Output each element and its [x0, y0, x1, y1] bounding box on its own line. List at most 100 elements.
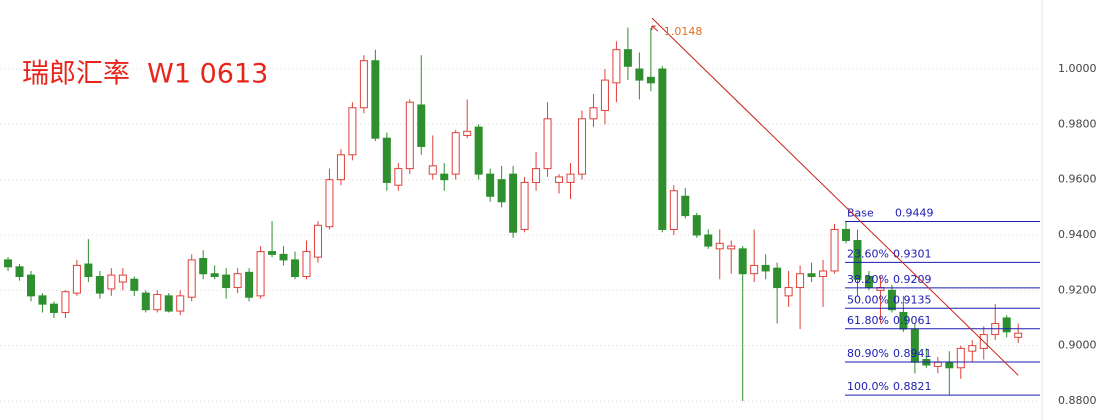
- candle-body: [750, 264, 759, 275]
- candle-body: [589, 107, 598, 120]
- candle-body: [773, 267, 782, 289]
- candle-body: [727, 245, 736, 250]
- candle-body: [600, 79, 609, 112]
- candle-body: [153, 293, 162, 311]
- candle-body: [15, 266, 24, 277]
- candle-body: [704, 234, 713, 247]
- candle-body: [141, 292, 150, 311]
- candle-body: [681, 195, 690, 217]
- candle-body: [933, 361, 942, 367]
- fib-label: 61.80%: [847, 314, 889, 327]
- candle-body: [463, 130, 472, 136]
- candle-body: [256, 251, 265, 297]
- candle-body: [130, 278, 139, 291]
- candle-body: [715, 242, 724, 250]
- fib-label: 23.60%: [847, 247, 889, 260]
- candle-body: [669, 190, 678, 230]
- candle-body: [761, 264, 770, 272]
- candle-body: [807, 273, 816, 277]
- candle-body: [428, 165, 437, 175]
- candle-body: [72, 264, 81, 294]
- candle-body: [692, 215, 701, 236]
- candle-body: [796, 273, 805, 289]
- candle-body: [509, 173, 518, 233]
- candle-body: [268, 251, 277, 255]
- fib-label: Base: [847, 206, 874, 219]
- candle-body: [945, 361, 954, 369]
- candle-body: [245, 271, 254, 298]
- fib-value: 0.9061: [893, 314, 932, 327]
- candle-body: [38, 295, 47, 305]
- candle-body: [325, 179, 334, 228]
- y-tick-label: 0.9400: [1058, 228, 1097, 241]
- candle-body: [543, 118, 552, 170]
- candle-body: [520, 181, 529, 230]
- candle-body: [486, 173, 495, 197]
- candle-body: [336, 154, 345, 181]
- candle-body: [84, 263, 93, 277]
- candle-body: [1002, 317, 1011, 333]
- y-tick-label: 1.0000: [1058, 62, 1097, 75]
- candle-body: [210, 273, 219, 277]
- candle-body: [49, 303, 58, 313]
- candle-body: [95, 275, 104, 294]
- candle-body: [956, 347, 965, 369]
- candle-body: [819, 270, 828, 277]
- candle-body: [532, 168, 541, 183]
- candle-body: [612, 49, 621, 84]
- y-tick-label: 0.9200: [1058, 283, 1097, 296]
- candle-body: [830, 228, 839, 272]
- candle-body: [107, 274, 116, 290]
- candle-body: [176, 295, 185, 312]
- candle-body: [635, 68, 644, 81]
- candle-body: [348, 107, 357, 156]
- candle-body: [222, 274, 231, 289]
- fib-value: 0.8941: [893, 347, 932, 360]
- candle-body: [497, 179, 506, 203]
- candle-body: [164, 295, 173, 312]
- candle-body: [451, 132, 460, 175]
- y-tick-label: 0.9000: [1058, 339, 1097, 352]
- annotation-label: 1.0148: [664, 25, 703, 38]
- fib-value: 0.9301: [893, 247, 932, 260]
- fib-value: 0.9209: [893, 273, 932, 286]
- grid: 1.0000 0.9800 0.9600 0.9400 0.9200 0.9000 0.88…: [0, 62, 1097, 407]
- candle-body: [417, 104, 426, 147]
- trendline: [651, 17, 1019, 376]
- candle-body: [279, 253, 288, 261]
- candle-body: [440, 173, 449, 181]
- candle-body: [118, 274, 127, 283]
- fib-value: 0.8821: [893, 380, 932, 393]
- candle-body: [199, 258, 208, 275]
- candle-body: [474, 126, 483, 175]
- candle-body: [394, 168, 403, 186]
- annotation-arrow: [651, 25, 659, 32]
- candle-body: [887, 289, 896, 311]
- fib-label: 100.0%: [847, 380, 889, 393]
- candle-body: [187, 259, 196, 298]
- plot: Base 0.9449 23.60% 0.9301 38.20% 0.9209 50.00%…: [4, 17, 1040, 401]
- candle-body: [842, 228, 851, 242]
- candle-body: [382, 137, 391, 183]
- fib-label: 38.20%: [847, 273, 889, 286]
- candle-body: [61, 291, 70, 313]
- candle-body: [566, 173, 575, 183]
- candle-body: [371, 60, 380, 139]
- candle-body: [646, 76, 655, 84]
- candle-body: [302, 251, 311, 277]
- candle-body: [623, 49, 632, 67]
- candle-body: [555, 176, 564, 183]
- y-tick-label: 0.8800: [1058, 394, 1097, 407]
- fib-label: 80.90%: [847, 347, 889, 360]
- candle-body: [26, 274, 35, 297]
- candle-body: [784, 287, 793, 297]
- y-tick-label: 0.9600: [1058, 173, 1097, 186]
- y-tick-label: 0.9800: [1058, 117, 1097, 130]
- candle-body: [658, 68, 667, 230]
- candle-body: [313, 224, 322, 258]
- candle-body: [853, 240, 862, 280]
- fib-value: 0.9135: [893, 293, 932, 306]
- candle-body: [738, 248, 747, 275]
- candle-body: [577, 118, 586, 175]
